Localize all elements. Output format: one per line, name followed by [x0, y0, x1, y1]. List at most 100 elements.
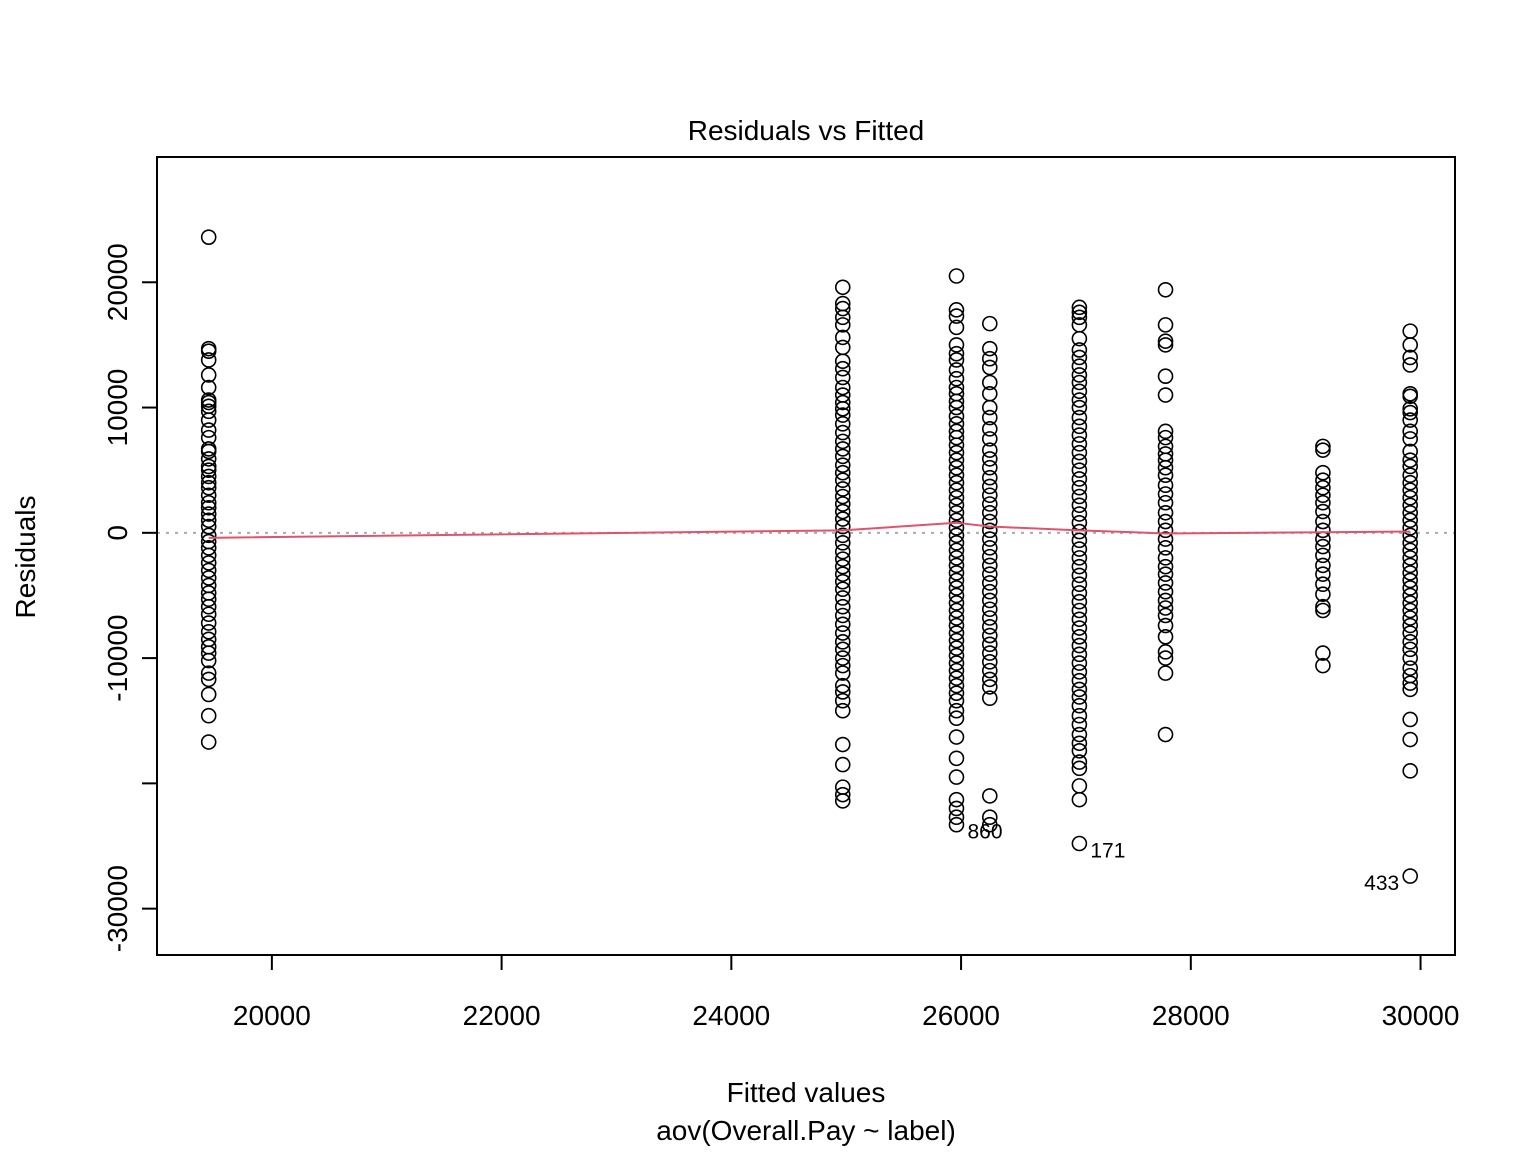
data-point [834, 401, 851, 417]
data-point [948, 702, 965, 719]
data-point [1071, 444, 1088, 461]
data-point [1402, 423, 1419, 440]
data-point [1071, 778, 1088, 794]
y-tick-label: 10000 [102, 369, 133, 447]
data-point [1071, 629, 1088, 645]
data-point [948, 750, 965, 767]
data-point [834, 535, 851, 551]
data-point [1071, 726, 1088, 743]
data-point [948, 625, 965, 641]
data-point [200, 229, 217, 245]
data-point [948, 655, 965, 671]
data-point [200, 686, 217, 703]
data-point [948, 610, 965, 626]
data-point [200, 615, 217, 631]
data-point [834, 581, 851, 597]
data-point [834, 736, 851, 753]
data-point [834, 551, 851, 567]
data-point [1402, 512, 1419, 529]
y-tick-label: 20000 [102, 243, 133, 321]
data-point [1315, 602, 1331, 619]
y-tick-label: -30000 [102, 865, 133, 952]
data-point [1402, 401, 1419, 417]
data-point [834, 692, 851, 709]
data-point [1071, 689, 1088, 705]
data-point [1402, 542, 1419, 559]
data-point [981, 459, 998, 476]
data-point [200, 379, 217, 396]
data-point [834, 756, 851, 773]
y-tick-label: 0 [102, 525, 133, 541]
data-point [948, 662, 965, 679]
data-point [1402, 617, 1419, 634]
data-point [1315, 557, 1331, 574]
data-point [1071, 754, 1088, 770]
data-point [1402, 868, 1419, 884]
data-point [1071, 383, 1088, 400]
data-point [834, 317, 851, 333]
data-point [1402, 349, 1419, 366]
data-point [948, 459, 965, 476]
data-point [200, 645, 217, 661]
outlier-label: 860 [967, 821, 1002, 844]
data-point [200, 506, 217, 522]
plot-frame [156, 156, 1456, 956]
data-point [200, 394, 217, 411]
data-point [948, 602, 965, 619]
data-point [1402, 404, 1419, 421]
data-point [981, 340, 998, 357]
data-point [834, 300, 851, 317]
data-point [1402, 572, 1419, 589]
data-point [200, 443, 217, 460]
data-point [1071, 471, 1088, 487]
data-point [1315, 442, 1331, 458]
data-point [948, 302, 965, 318]
data-point [1315, 494, 1331, 511]
data-point [200, 343, 217, 359]
data-point [834, 598, 851, 615]
data-point [200, 606, 217, 623]
data-point [200, 665, 217, 681]
data-point [834, 369, 851, 386]
data-point [948, 489, 965, 506]
data-point [948, 710, 965, 727]
data-point [1071, 488, 1088, 505]
x-axis-label: Fitted values [727, 1077, 886, 1108]
data-point [1157, 333, 1174, 349]
data-point [1402, 412, 1419, 428]
data-point [1157, 452, 1174, 468]
data-point [1315, 487, 1331, 504]
outlier-label: 433 [1364, 872, 1399, 895]
data-point [1071, 585, 1088, 601]
data-point [948, 670, 965, 686]
data-point [1071, 655, 1088, 671]
data-point [981, 350, 998, 367]
data-point [981, 496, 998, 512]
data-point [981, 409, 998, 426]
data-point [1157, 337, 1174, 353]
data-point [1402, 602, 1419, 619]
data-point [1402, 337, 1419, 353]
data-point [834, 786, 851, 803]
data-point [948, 729, 965, 745]
data-point [1402, 587, 1419, 604]
data-point [834, 573, 851, 590]
data-point [834, 309, 851, 326]
data-point [948, 497, 965, 514]
data-point [834, 657, 851, 674]
data-point [948, 542, 965, 559]
data-point [200, 367, 217, 383]
data-point [1402, 357, 1419, 373]
data-point [948, 437, 965, 453]
data-point [981, 690, 998, 706]
data-point [1071, 479, 1088, 496]
data-point [1157, 540, 1174, 556]
data-point [948, 352, 965, 368]
data-point [948, 512, 965, 529]
data-point [948, 685, 965, 701]
data-point [1402, 520, 1419, 536]
data-point [948, 580, 965, 596]
data-point [981, 575, 998, 591]
data-point [948, 467, 965, 483]
